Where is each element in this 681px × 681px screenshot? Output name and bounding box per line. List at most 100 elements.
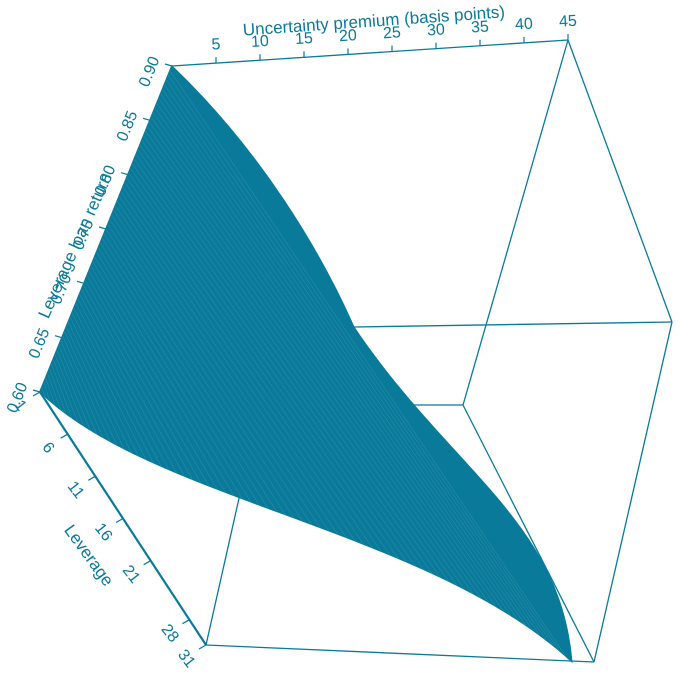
tick-mark (76, 280, 85, 284)
surface-mesh-line (141, 140, 457, 586)
surface-mesh-line (107, 224, 303, 522)
surface-mesh-line (84, 280, 201, 483)
x-tick-label: 25 (383, 24, 402, 42)
tick-mark (143, 560, 151, 566)
x-tick-label: 10 (251, 33, 270, 51)
surface-mesh-line (115, 205, 338, 535)
surface-mesh-line (94, 256, 243, 500)
y-tick-label: 21 (119, 562, 143, 587)
surface-mesh-line (118, 196, 356, 542)
surface-fill (39, 65, 573, 664)
x-tick-label: 15 (295, 30, 314, 48)
surface-mesh-line (43, 382, 51, 402)
surface-mesh-line (113, 210, 330, 532)
surface-mesh-line (49, 368, 67, 415)
surface-mesh-line (126, 177, 390, 556)
surface-mesh-line (92, 261, 235, 496)
surface-mesh-line (139, 144, 449, 582)
surface-mesh-line (103, 233, 286, 515)
box-inner-top-edge (353, 321, 673, 328)
tick-mark (60, 433, 68, 439)
x-tick-label: 40 (515, 16, 534, 34)
surface-mesh-line (45, 377, 56, 406)
surface-mesh-line (152, 112, 504, 612)
surface-mesh-line (73, 308, 154, 464)
y-tick-label: 6 (38, 439, 57, 457)
x-tick-label: 5 (211, 36, 221, 54)
tick-mark (120, 172, 129, 176)
tick-mark (32, 389, 41, 393)
surface-mesh-line (88, 270, 218, 490)
box-back-top-edge (171, 39, 569, 67)
surface-mesh-line (169, 70, 567, 657)
surface-mesh-line (167, 75, 560, 652)
tick-mark (142, 117, 151, 121)
tick-mark (32, 391, 41, 397)
surface-mesh-line (101, 238, 277, 512)
surface-mesh-line (52, 359, 79, 423)
surface-mesh-line (47, 373, 61, 410)
surface-mesh-line (128, 172, 399, 559)
surface-mesh-line (166, 79, 554, 646)
box-right-vertical-edge (593, 321, 673, 663)
x-tick-label: 35 (471, 18, 490, 36)
surface-mesh-line (81, 289, 185, 477)
surface-group (39, 65, 573, 664)
y-tick-label: 16 (91, 520, 115, 545)
box-inner-diagonal-edge (462, 39, 569, 406)
surface-mesh-line (100, 242, 269, 509)
surface-mesh-line (124, 182, 382, 552)
surface-mesh-line (158, 98, 526, 626)
z-tick-label: 0.65 (26, 326, 53, 361)
surface-mesh-line (151, 117, 497, 607)
surface-mesh-line (69, 317, 139, 457)
surface-mesh-line (145, 131, 473, 594)
tick-mark (164, 63, 173, 67)
x-tick-label: 20 (339, 27, 358, 45)
tick-mark (198, 644, 207, 650)
tick-mark (54, 335, 63, 339)
surface-mesh-line (111, 214, 321, 528)
surface-mesh-line (56, 349, 91, 431)
surface-mesh-line (120, 191, 365, 545)
z-tick-label: 0.85 (114, 109, 141, 144)
x-axis-ticks: 5 10 15 20 25 30 35 40 45 (211, 13, 578, 64)
surface-mesh-line (62, 335, 111, 442)
surface-mesh-line (58, 345, 97, 435)
box-floor-right-edge (205, 644, 595, 663)
y-tick-label: 11 (64, 478, 88, 502)
tick-mark (88, 475, 96, 481)
surface-mesh-line (60, 340, 104, 438)
surface-mesh-line (98, 247, 260, 506)
surface-mesh-line (143, 135, 465, 590)
surface-mesh-line (156, 103, 519, 621)
surface-mesh-line (164, 84, 547, 641)
box-front-left-vertical (205, 484, 243, 646)
y-tick-label: 31 (174, 647, 198, 672)
surface-mesh-line (160, 93, 533, 631)
surface-mesh-line (162, 89, 540, 636)
surface-mesh-line (117, 200, 347, 538)
surface-mesh-line (90, 266, 226, 493)
surface-mesh-line (134, 158, 424, 570)
z-axis-ticks: 0.600.650.700.750.800.850.90 (4, 54, 173, 416)
surface-mesh-line (122, 186, 373, 549)
surface-mesh-line (132, 163, 416, 567)
x-tick-label: 45 (559, 13, 578, 31)
surface-mesh (41, 70, 567, 657)
surface-mesh-line (149, 121, 489, 603)
z-tick-label: 0.60 (4, 380, 31, 415)
x-tick-label: 30 (427, 21, 446, 39)
surface-mesh-line (135, 154, 433, 574)
surface-mesh-line (66, 326, 125, 450)
surface-mesh-line (77, 298, 169, 470)
surface-mesh-line (75, 303, 162, 467)
tick-mark (182, 619, 190, 625)
surface-mesh-line (71, 312, 147, 460)
surface-mesh-line (147, 126, 481, 599)
surface-mesh-line (83, 284, 193, 480)
x-axis-label: Uncertainty premium (basis points) (242, 2, 505, 39)
surface-mesh-line (79, 294, 177, 474)
